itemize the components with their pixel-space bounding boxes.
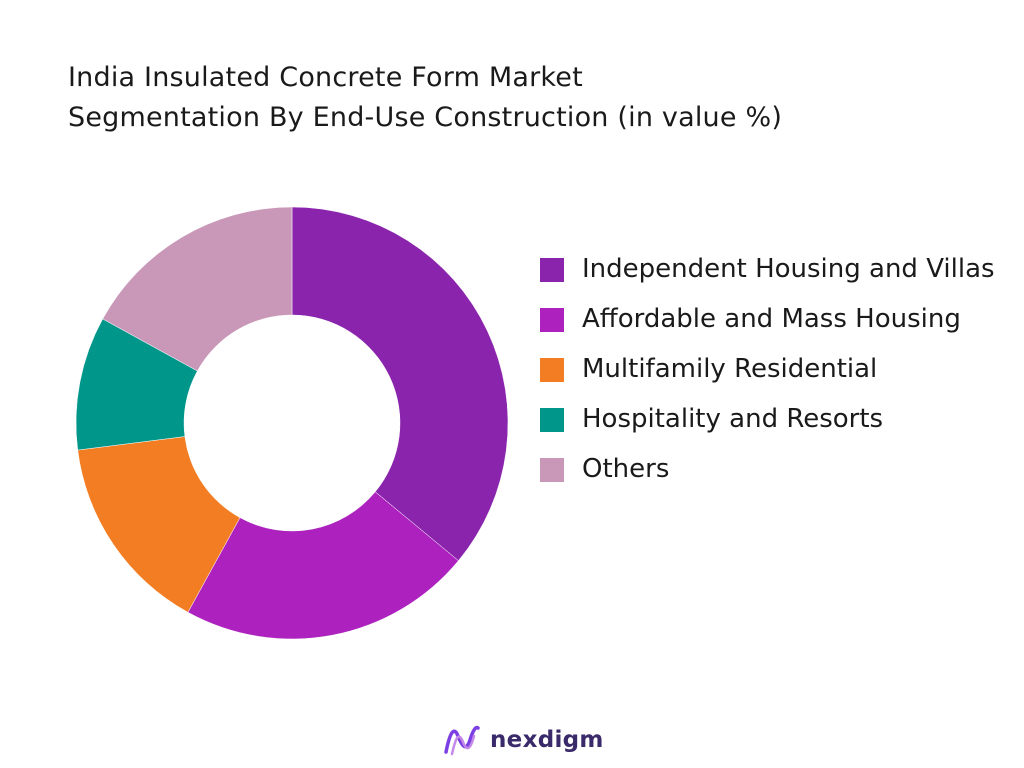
legend-swatch	[540, 408, 564, 432]
nexdigm-logo-text: nexdigm	[490, 727, 604, 753]
legend-label: Independent Housing and Villas	[582, 254, 995, 284]
legend-item-affordable-housing: Affordable and Mass Housing	[540, 298, 1024, 340]
chart-legend: Independent Housing and Villas Affordabl…	[540, 248, 1024, 498]
nexdigm-logo-icon	[444, 725, 480, 756]
legend-item-independent-housing: Independent Housing and Villas	[540, 248, 1024, 290]
donut-slice-affordable-housing	[187, 491, 459, 640]
legend-swatch	[540, 308, 564, 332]
legend-label: Others	[582, 454, 670, 484]
legend-label: Hospitality and Resorts	[582, 404, 884, 434]
legend-label: Affordable and Mass Housing	[582, 304, 961, 334]
legend-swatch	[540, 458, 564, 482]
legend-item-others: Others	[540, 448, 1024, 490]
legend-item-multifamily: Multifamily Residential	[540, 348, 1024, 390]
legend-swatch	[540, 358, 564, 382]
chart-title-line-2: Segmentation By End-Use Construction (in…	[68, 102, 783, 133]
legend-swatch	[540, 258, 564, 282]
legend-label: Multifamily Residential	[582, 354, 878, 384]
donut-slice-multifamily	[77, 436, 241, 613]
chart-title-line-1: India Insulated Concrete Form Market	[68, 62, 583, 93]
donut-slice-others	[102, 206, 293, 372]
legend-item-hospitality: Hospitality and Resorts	[540, 398, 1024, 440]
chart-title: India Insulated Concrete Form Market Seg…	[68, 58, 968, 138]
nexdigm-logo: nexdigm	[442, 722, 604, 758]
donut-slice-independent-housing	[291, 206, 509, 562]
